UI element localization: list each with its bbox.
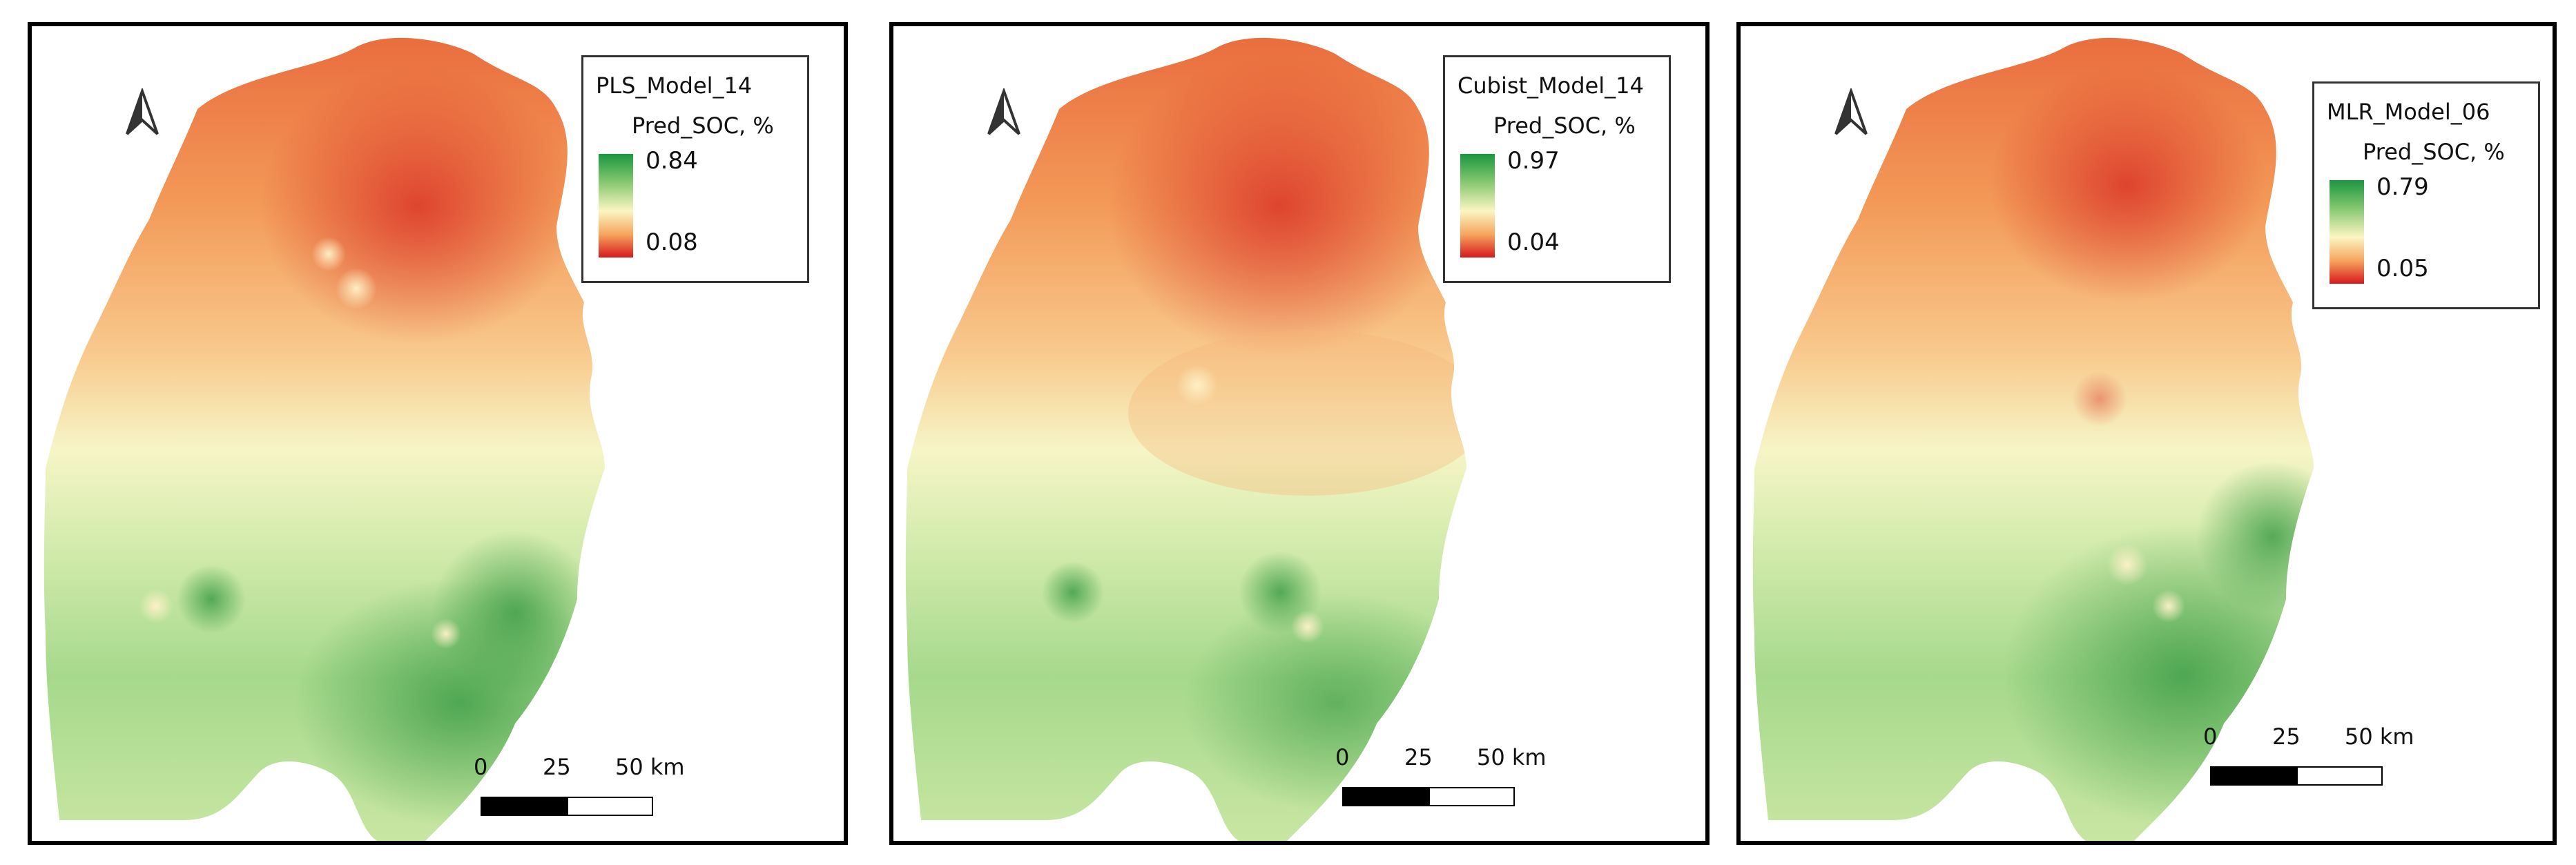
map-panel-cubist: Cubist_Model_14 Pred_SOC, % 0.97 0.04 0 … [889,22,1710,845]
soc-prediction-map [43,37,606,841]
map-panel-mlr: MLR_Model_06 Pred_SOC, % 0.79 0.05 0 25 … [1736,22,2557,845]
map-legend: PLS_Model_14 Pred_SOC, % 0.84 0.08 [581,55,809,283]
scale-bar: 0 25 50 km [1335,744,1547,820]
map-legend: Cubist_Model_14 Pred_SOC, % 0.97 0.04 [1443,55,1671,283]
scale-label-25: 25 [2272,723,2301,750]
legend-color-ramp [2330,180,2364,284]
scale-bar-black-segment [2210,766,2296,786]
map-panel-pls: PLS_Model_14 Pred_SOC, % 0.84 0.08 0 25 … [28,22,848,845]
legend-subtitle: Pred_SOC, % [632,113,774,139]
scale-bar: 0 25 50 km [474,754,685,830]
map-legend: MLR_Model_06 Pred_SOC, % 0.79 0.05 [2312,81,2540,309]
legend-max-value: 0.97 [1507,147,1560,175]
legend-subtitle: Pred_SOC, % [1493,113,1636,139]
scale-label-50: 50 km [1477,744,1547,770]
legend-color-ramp [1460,154,1495,257]
north-arrow-icon [126,88,159,135]
soc-prediction-map [905,37,1467,841]
scale-bar-black-segment [481,797,567,816]
scale-label-50: 50 km [2345,723,2414,750]
scale-bar-white-segment [1429,787,1515,806]
north-arrow-icon [1834,88,1868,135]
legend-title: PLS_Model_14 [596,72,753,99]
scale-label-25: 25 [543,754,571,780]
scale-label-0: 0 [1335,744,1350,770]
scale-bar-white-segment [2296,766,2383,786]
soc-prediction-map [1752,37,2314,841]
legend-color-ramp [599,154,633,257]
legend-title: MLR_Model_06 [2327,99,2490,125]
legend-title: Cubist_Model_14 [1458,72,1644,99]
scale-label-0: 0 [2203,723,2218,750]
north-arrow-icon [987,88,1020,135]
legend-min-value: 0.08 [646,229,698,256]
scale-bar-white-segment [567,797,653,816]
scale-label-25: 25 [1404,744,1433,770]
scale-label-50: 50 km [615,754,685,780]
scale-bar: 0 25 50 km [2203,723,2414,799]
scale-label-0: 0 [474,754,488,780]
legend-max-value: 0.79 [2376,173,2429,201]
legend-min-value: 0.05 [2376,255,2429,282]
legend-min-value: 0.04 [1507,229,1560,256]
legend-max-value: 0.84 [646,147,698,175]
scale-bar-black-segment [1342,787,1429,806]
legend-subtitle: Pred_SOC, % [2363,139,2505,165]
